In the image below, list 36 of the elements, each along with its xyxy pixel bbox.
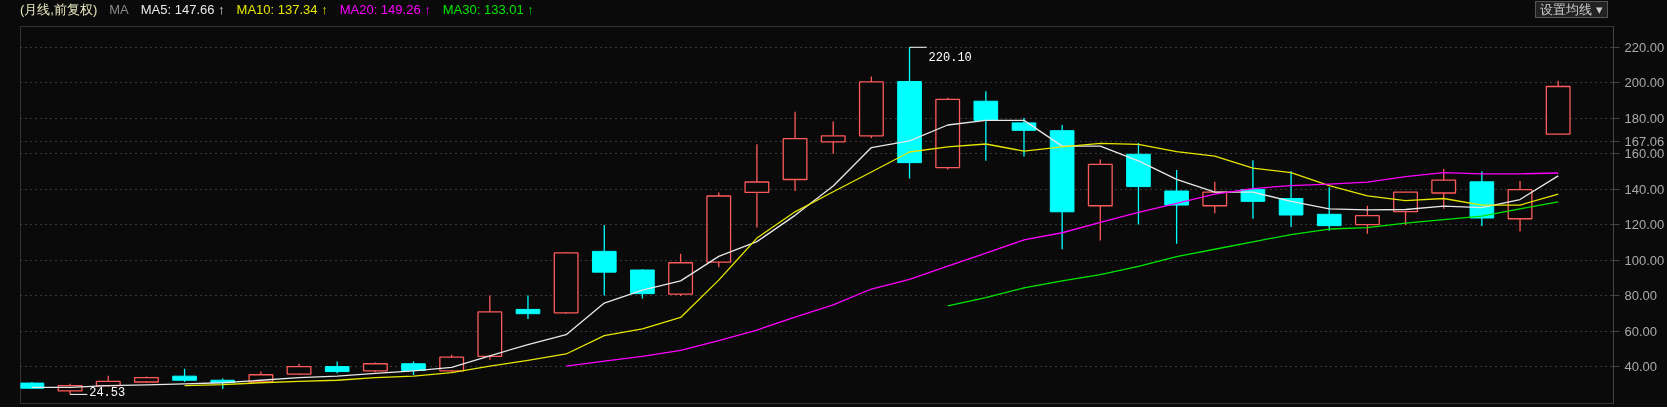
y-tick-label: 180.00 [1624, 110, 1665, 126]
chart-title: (月线,前复权) [20, 2, 98, 17]
y-tick-label: 60.00 [1624, 323, 1658, 339]
candlestick [515, 294, 541, 320]
candlestick [1354, 205, 1380, 235]
y-tick-label: 100.00 [1624, 252, 1665, 268]
line-series [947, 201, 1559, 307]
candlestick [630, 268, 655, 300]
text: MA [109, 2, 129, 17]
y-tick-label: 200.00 [1624, 75, 1665, 91]
line-series [31, 119, 1559, 388]
candlestick [591, 224, 617, 297]
candlestick [973, 90, 999, 162]
line-series [183, 142, 1559, 387]
y-tick-label: 80.00 [1624, 288, 1658, 304]
text: MA5: 147.66 ↑ [140, 2, 225, 17]
candlestick [1164, 169, 1189, 245]
candlestick [1011, 117, 1037, 158]
y-tick-label: 140.00 [1624, 181, 1665, 197]
line-series [565, 171, 1559, 367]
y-tick-label: 120.00 [1624, 217, 1665, 233]
annotation: 220.10 [928, 51, 972, 66]
text: MA10: 137.34 ↑ [236, 2, 328, 17]
y-tick-label: 220.00 [1624, 39, 1665, 55]
candlestick [820, 120, 846, 155]
y-tick-label: 160.00 [1624, 146, 1665, 162]
text: MA30: 133.01 ↑ [442, 2, 534, 17]
candlestick [1316, 186, 1342, 232]
annotation: 24.53 [89, 386, 126, 401]
y-tick-label: 167.06 [1624, 133, 1665, 149]
y-tick-label: 40.00 [1624, 359, 1658, 375]
text: 设置均线 ▾ [1535, 1, 1608, 18]
text: MA20: 149.26 ↑ [339, 2, 431, 17]
candlestick [1431, 168, 1457, 210]
candlestick [744, 143, 770, 229]
candlestick [1278, 170, 1304, 228]
